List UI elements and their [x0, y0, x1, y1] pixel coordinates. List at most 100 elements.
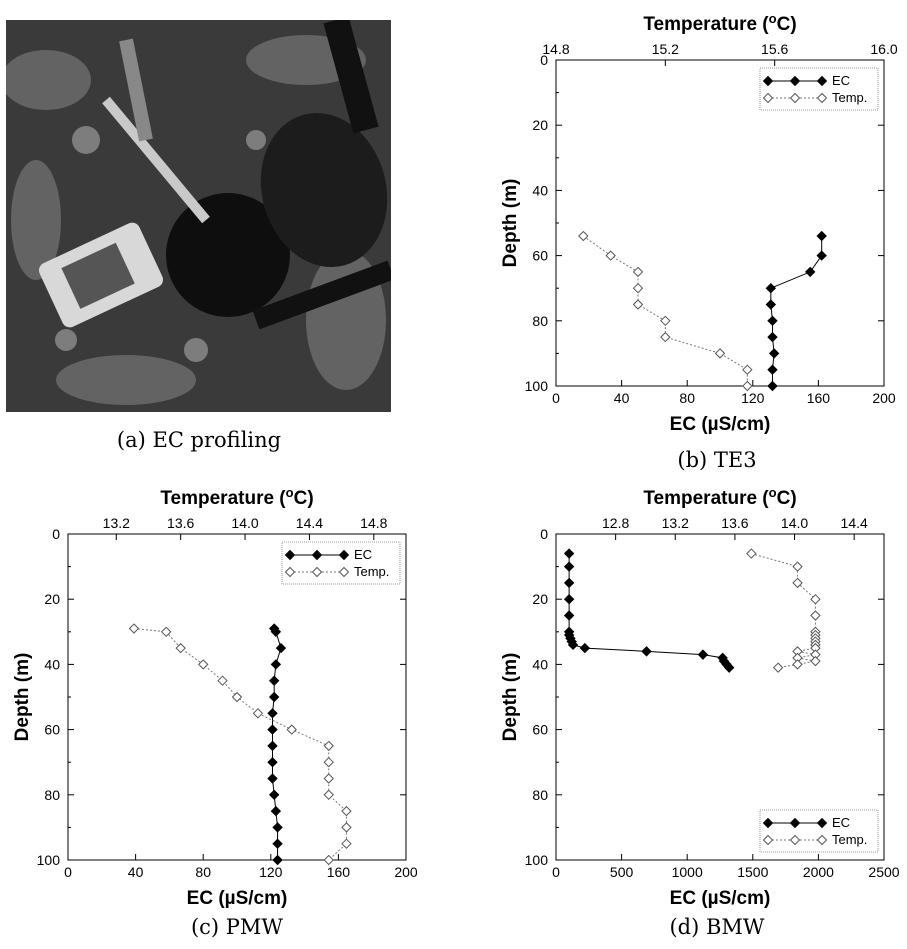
- ec-profiling-photo: [6, 20, 391, 412]
- pmw-ec-point: [267, 724, 278, 735]
- pmw-ec-point: [267, 740, 278, 752]
- bmw-temp-point: [810, 593, 821, 605]
- pmw-legend-marker: [311, 566, 323, 578]
- pmw-legend-marker: [338, 549, 350, 561]
- te3-bottom-axis-title: EC (µS/cm): [670, 414, 771, 435]
- bmw-y-tick-label: 0: [540, 526, 548, 542]
- caption-te3: (b) TE3: [677, 448, 757, 472]
- caption-ec-profiling: (a) EC profiling: [116, 428, 282, 452]
- pmw-xb-tick-label: 80: [195, 864, 211, 880]
- pmw-temp-point: [286, 724, 297, 735]
- bmw-bottom-axis-title: EC (µS/cm): [670, 888, 771, 909]
- bmw-ec-point: [563, 577, 575, 589]
- bmw-y-axis-title: Depth (m): [500, 653, 521, 742]
- bmw-temp-point: [772, 662, 784, 673]
- te3-xt-tick-label: 15.6: [761, 41, 788, 57]
- bmw-temp-point: [792, 561, 803, 572]
- te3-ec-point: [767, 380, 778, 392]
- te3-legend-marker: [762, 92, 774, 104]
- pmw-y-tick-label: 100: [37, 852, 61, 868]
- pmw-legend-label-temp: Temp.: [354, 564, 389, 579]
- te3-xb-tick-label: 80: [679, 390, 695, 406]
- te3-legend-marker: [762, 75, 774, 87]
- caption-pmw: (c) PMW: [190, 915, 284, 939]
- te3-y-tick-label: 40: [532, 182, 548, 198]
- te3-ec-point: [767, 315, 778, 327]
- bmw-legend-marker: [789, 834, 801, 846]
- te3-top-axis-title: Temperature (oC): [643, 11, 796, 36]
- pmw-y-tick-label: 60: [44, 722, 60, 738]
- bmw-xb-tick-label: 2000: [803, 864, 834, 880]
- pmw-y-tick-label: 40: [44, 656, 60, 672]
- bmw-legend-box: [759, 809, 879, 853]
- te3-ec-point: [768, 348, 780, 359]
- bmw-xt-tick-label: 13.2: [662, 515, 689, 531]
- bmw-xt-tick-label: 13.6: [721, 515, 748, 531]
- bmw-ec-point: [697, 649, 709, 660]
- bmw-ec-point: [579, 642, 591, 654]
- te3-y-tick-label: 100: [525, 378, 549, 394]
- te3-temp-point: [632, 282, 644, 294]
- bmw-legend-marker: [816, 834, 828, 846]
- pmw-y-tick-label: 20: [44, 591, 60, 607]
- bmw-xb-tick-label: 500: [610, 864, 634, 880]
- bmw-ec-point: [723, 662, 735, 673]
- pmw-xb-tick-label: 40: [128, 864, 144, 880]
- bmw-legend-marker: [762, 834, 774, 846]
- te3-legend-marker: [816, 75, 828, 87]
- photo-image: [6, 20, 391, 412]
- te3-temp-point: [742, 380, 753, 392]
- pmw-legend-box: [281, 541, 401, 585]
- bmw-legend-marker: [762, 817, 774, 829]
- pmw-ec-point: [267, 773, 278, 784]
- pmw-xt-tick-label: 14.4: [296, 515, 323, 531]
- te3-xt-tick-label: 14.8: [542, 41, 569, 57]
- bmw-legend-label-ec: EC: [832, 815, 850, 830]
- pmw-xb-tick-label: 0: [64, 864, 72, 880]
- caption-bmw: (d) BMW: [669, 915, 765, 939]
- bmw-y-tick-label: 100: [525, 852, 549, 868]
- pmw-ec-point: [270, 659, 282, 670]
- te3-y-tick-label: 20: [532, 117, 548, 133]
- pmw-y-tick-label: 80: [44, 787, 60, 803]
- pmw-y-axis-title: Depth (m): [12, 653, 33, 742]
- bmw-xt-tick-label: 14.4: [841, 515, 868, 531]
- bmw-legend-marker: [789, 817, 801, 829]
- te3-xb-tick-label: 120: [741, 390, 765, 406]
- te3-temp-point: [632, 299, 644, 310]
- pmw-temp-point: [197, 659, 209, 670]
- pmw-xt-tick-label: 14.0: [231, 515, 258, 531]
- te3-xb-tick-label: 200: [872, 390, 896, 406]
- te3-legend-marker: [816, 92, 828, 104]
- te3-y-tick-label: 0: [540, 52, 548, 68]
- pmw-ec-point: [267, 756, 278, 768]
- te3-temp-line: [583, 235, 748, 386]
- te3-legend-marker: [789, 92, 801, 104]
- bmw-temp-point: [792, 659, 803, 670]
- te3-legend-marker: [789, 75, 801, 87]
- pmw-temp-point: [323, 773, 334, 784]
- pmw-temp-point: [323, 740, 334, 752]
- bmw-temp-point: [810, 655, 821, 667]
- te3-temp-point: [714, 348, 726, 359]
- pmw-ec-point: [272, 822, 283, 833]
- pmw-top-axis-title: Temperature (oC): [160, 485, 313, 510]
- pmw-ec-point: [270, 626, 282, 638]
- pmw-legend-marker: [284, 566, 296, 578]
- pmw-temp-point: [252, 708, 264, 719]
- te3-y-tick-label: 60: [532, 248, 548, 264]
- te3-legend-box: [759, 67, 879, 111]
- bmw-xt-tick-label: 14.0: [781, 515, 808, 531]
- pmw-ec-point: [268, 789, 280, 801]
- te3-xt-tick-label: 15.2: [652, 41, 679, 57]
- te3-ec-point: [804, 266, 816, 278]
- pmw-temp-point: [160, 626, 172, 638]
- pmw-ec-line: [271, 628, 282, 860]
- pmw-xb-tick-label: 200: [394, 864, 418, 880]
- bmw-legend-marker: [816, 817, 828, 829]
- te3-temp-point: [605, 250, 616, 261]
- pmw-temp-point: [323, 789, 334, 801]
- te3-y-axis-title: Depth (m): [500, 179, 521, 268]
